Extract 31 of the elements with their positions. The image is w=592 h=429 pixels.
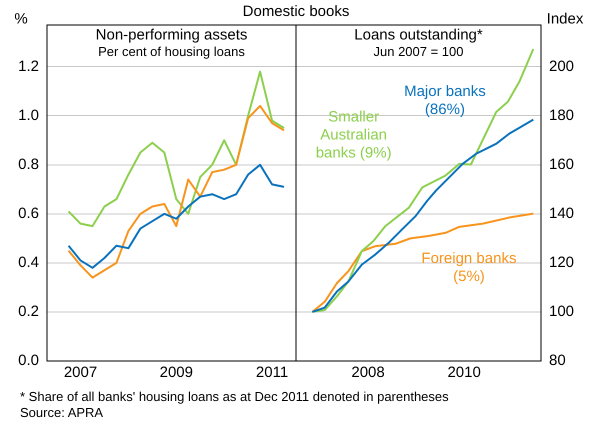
y-tick-label: 0.2: [18, 303, 39, 320]
y-tick-label: 0.4: [18, 254, 39, 272]
series-label: Major banks (86%): [404, 83, 486, 118]
text: Per cent of housing loans: [98, 44, 246, 60]
series-label: Foreign banks (5%): [421, 250, 516, 285]
y-tick-label: 1.0: [18, 106, 39, 124]
chart-title: Loans outstanding*: [354, 26, 483, 44]
y-tick-label: 180: [549, 106, 574, 124]
text: Jun 2007 = 100: [374, 44, 464, 60]
y-axis-title: Index: [546, 10, 584, 28]
y-tick-label: 140: [549, 204, 574, 222]
y-tick-label: 0.6: [18, 204, 39, 222]
chart-title: Non-performing assets: [96, 26, 248, 44]
text: Smaller Australian banks (9%): [316, 108, 392, 162]
y-tick-label: 0.8: [18, 156, 39, 173]
source-note: Source: APRA: [20, 405, 104, 420]
x-tick-label: 2010: [447, 364, 481, 382]
x-tick-label: 2007: [64, 364, 98, 382]
text: Domestic books: [242, 3, 350, 20]
y-tick-label: 1.2: [18, 58, 39, 75]
y-tick-label: 80: [549, 352, 566, 370]
x-tick-label: 2011: [256, 364, 288, 382]
x-tick-label: 2009: [160, 364, 193, 382]
y-tick-label: 160: [549, 156, 574, 173]
y-axis-title: %: [14, 10, 28, 28]
x-tick-label: 2008: [351, 364, 385, 382]
text: * Share of all banks' housing loans as at Dec 2011 denoted in parentheses: [20, 389, 449, 404]
y-tick-label: 120: [549, 254, 574, 272]
y-tick-label: 200: [549, 58, 574, 75]
y-tick-label: 100: [549, 303, 574, 320]
y-tick-label: 0.0: [18, 352, 39, 370]
